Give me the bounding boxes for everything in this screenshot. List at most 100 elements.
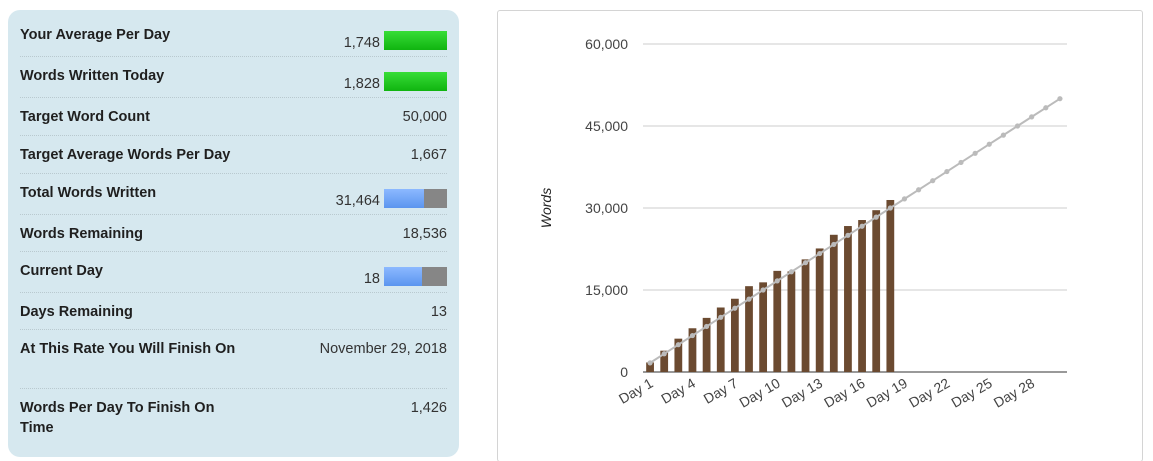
chart-bar <box>872 210 881 372</box>
target-point <box>887 205 893 211</box>
chart-bar <box>702 317 711 372</box>
stat-value: 1,828 <box>343 76 380 92</box>
chart-bar <box>801 259 810 372</box>
target-point <box>647 360 653 366</box>
stat-value-group: 13 <box>431 293 447 322</box>
chart-bar <box>646 362 654 372</box>
target-point <box>746 296 752 302</box>
stat-label: Words Written Today <box>20 68 165 84</box>
target-point <box>944 168 950 175</box>
target-point <box>831 241 837 248</box>
chart-bar <box>674 338 683 372</box>
stat-value: 1,426 <box>410 400 447 416</box>
target-point <box>817 250 823 257</box>
chart-bar <box>886 199 895 372</box>
stat-label: Target Word Count <box>20 109 150 125</box>
stats-list: Your Average Per Day 1,748 Words Written T… <box>20 16 447 447</box>
stat-row: At This Rate You Will Finish On November … <box>20 330 447 389</box>
stat-value-group: 31,464 <box>336 174 447 211</box>
stat-value: 13 <box>430 304 447 320</box>
stat-row: Words Per Day To Finish On Time 1,426 <box>20 389 447 447</box>
x-tick-label: Day 16 <box>821 375 868 411</box>
chart-bar <box>688 328 697 372</box>
progress-bar-fill <box>384 267 422 286</box>
y-axis-title: Words <box>538 188 554 228</box>
y-tick-label: 15,000 <box>585 282 628 298</box>
progress-bar <box>384 72 447 91</box>
stat-value-group: 1,426 <box>411 389 447 418</box>
target-point <box>958 159 964 166</box>
stat-value: 18,536 <box>402 226 447 242</box>
target-point <box>845 232 851 238</box>
stat-value: 31,464 <box>335 193 380 209</box>
stat-row: Your Average Per Day 1,748 <box>20 16 447 57</box>
target-point <box>732 305 738 311</box>
stat-value-group: 50,000 <box>403 98 447 127</box>
y-tick-label: 45,000 <box>585 118 628 134</box>
progress-bar <box>384 267 447 286</box>
stat-value: 1,667 <box>410 147 447 163</box>
target-point <box>873 214 879 220</box>
stats-panel: Your Average Per Day 1,748 Words Written T… <box>8 10 459 457</box>
chart-bar <box>787 271 796 372</box>
stat-row: Total Words Written 31,464 <box>20 174 447 215</box>
stat-value-group: 1,748 <box>344 16 447 53</box>
stat-label: Days Remaining <box>20 304 133 320</box>
stat-value-group: 18 <box>364 252 447 289</box>
progress-bar-remaining <box>421 267 447 286</box>
x-tick-label: Day 4 <box>658 375 698 407</box>
target-point <box>1000 132 1006 138</box>
progress-bar-fill <box>384 189 424 208</box>
target-point <box>675 342 681 348</box>
progress-bar <box>384 31 447 50</box>
target-point <box>1057 96 1063 102</box>
y-tick-label: 0 <box>620 364 628 380</box>
target-point <box>930 178 936 184</box>
stat-value: 1,748 <box>343 35 380 51</box>
stat-value-group: 18,536 <box>403 215 447 244</box>
target-point <box>972 150 978 156</box>
y-tick-label: 60,000 <box>585 36 628 52</box>
stat-value-group: 1,828 <box>344 57 447 94</box>
stat-row: Words Remaining 18,536 <box>20 215 447 252</box>
x-tick-label: Day 7 <box>701 375 741 407</box>
x-tick-label: Day 25 <box>948 375 995 411</box>
stat-value: 50,000 <box>402 109 447 125</box>
target-point <box>774 278 780 284</box>
stat-label: Words Per Day To Finish On Time <box>20 400 215 436</box>
stat-value-group: 1,667 <box>411 136 447 165</box>
stat-label: Target Average Words Per Day <box>20 147 231 163</box>
target-point <box>1043 105 1049 111</box>
stat-row: Current Day 18 <box>20 252 447 293</box>
chart-bar <box>660 350 669 372</box>
y-tick-label: 30,000 <box>585 200 628 216</box>
stat-label: Current Day <box>20 263 103 279</box>
stat-row: Target Word Count 50,000 <box>20 98 447 136</box>
chart-bar <box>829 234 838 372</box>
stat-value: 18 <box>363 271 380 287</box>
progress-chart: 0 15,000 30,000 45,000 60,000 Words Day 1 Day 4… <box>497 10 1143 461</box>
x-tick-label: Day 22 <box>906 375 953 411</box>
stat-row: Days Remaining 13 <box>20 293 447 330</box>
stat-row: Words Written Today 1,828 <box>20 57 447 98</box>
chart-bar <box>730 298 739 372</box>
stat-row: Target Average Words Per Day 1,667 <box>20 136 447 174</box>
progress-bar-remaining <box>423 189 447 208</box>
stat-label: Total Words Written <box>20 185 157 201</box>
x-tick-label: Day 10 <box>736 375 783 411</box>
target-point <box>802 260 809 266</box>
target-point <box>788 269 794 275</box>
x-tick-label: Day 19 <box>864 375 911 411</box>
chart-bar <box>716 307 725 372</box>
target-point <box>689 332 696 339</box>
chart-bar <box>745 286 753 372</box>
chart-bar <box>815 248 824 372</box>
x-tick-label: Day 28 <box>991 375 1038 411</box>
target-point <box>986 141 992 147</box>
target-point <box>901 196 908 202</box>
stat-label: Your Average Per Day <box>20 27 171 43</box>
target-point <box>661 351 667 357</box>
target-point <box>718 314 724 320</box>
x-tick-label: Day 13 <box>779 375 826 411</box>
